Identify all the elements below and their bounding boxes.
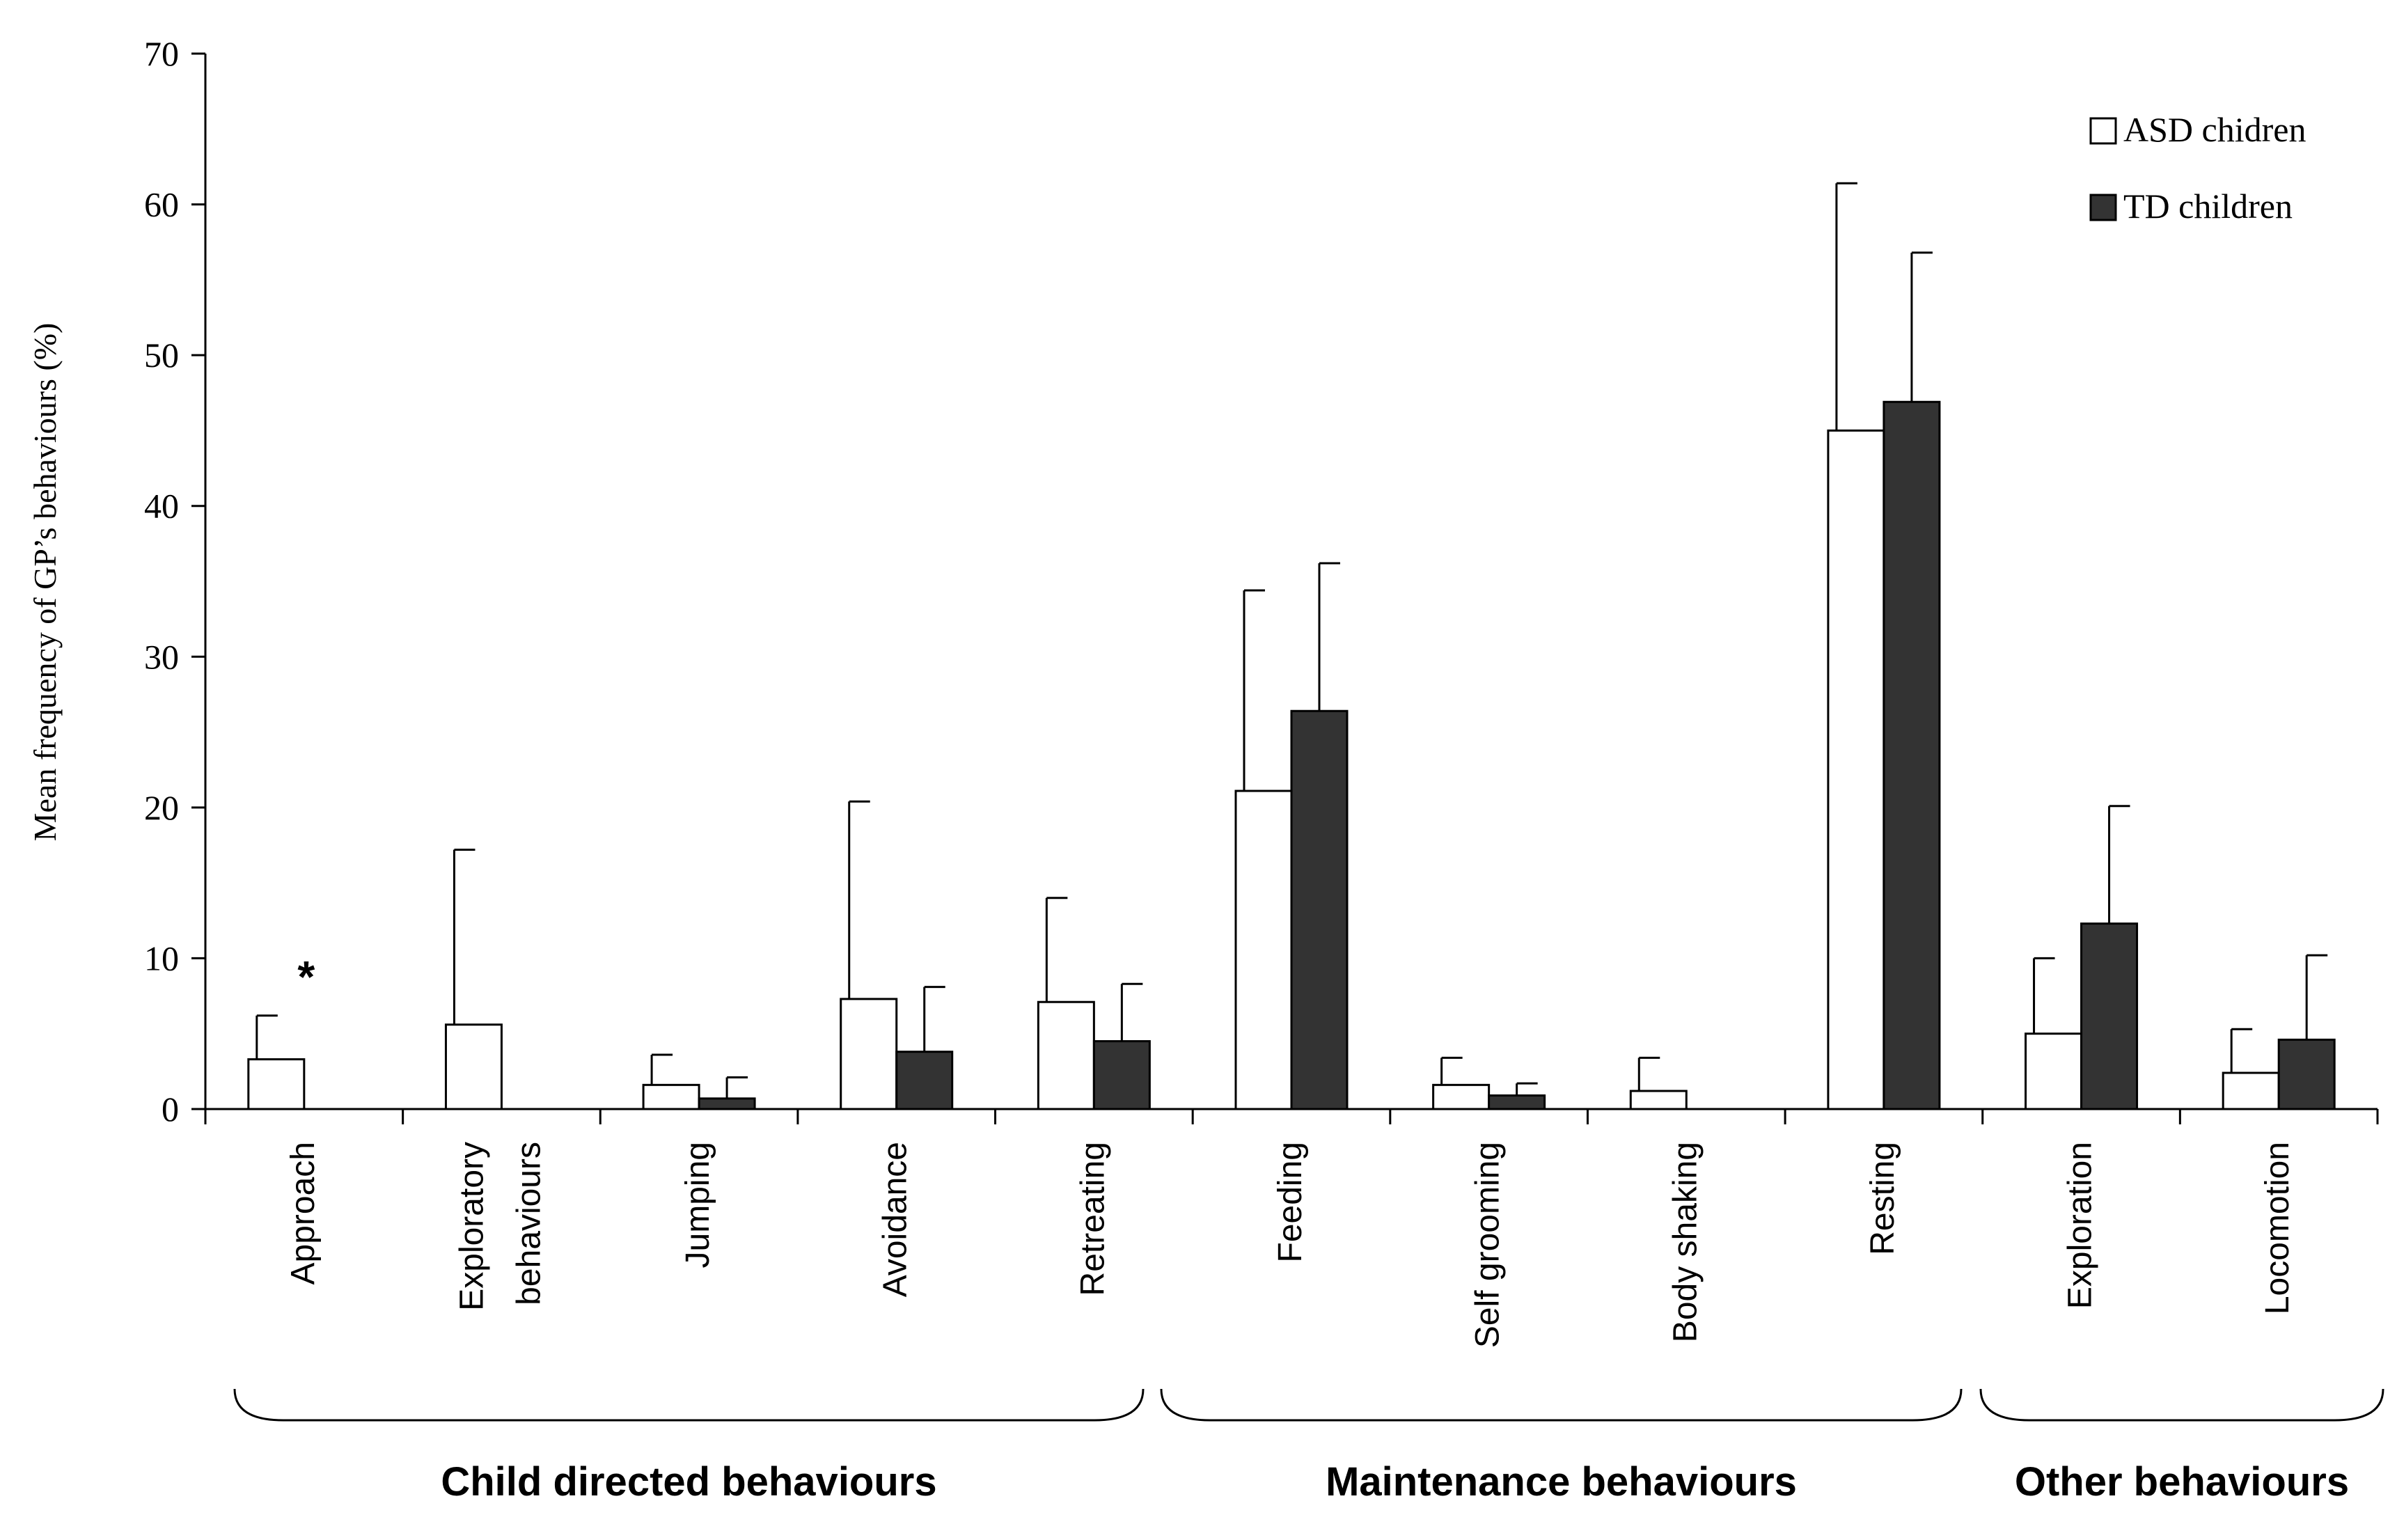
y-tick-label: 30 — [144, 637, 179, 676]
bar-td-children-exploration — [2080, 922, 2139, 1110]
x-tick-label-exploratory-behaviours-line2: behaviours — [510, 1142, 547, 1305]
legend: ASD chidren TD children — [2089, 110, 2306, 226]
group-label-other-behaviours: Other behaviours — [2015, 1459, 2349, 1504]
x-tick-label-body-shaking: Body shaking — [1667, 1142, 1704, 1342]
y-tick-label: 50 — [144, 336, 179, 375]
bar-asd-chidren-body-shaking — [1629, 1090, 1688, 1110]
annotations: * — [297, 952, 315, 1002]
x-tick-label-approach: Approach — [285, 1142, 322, 1284]
x-tick-label-jumping: Jumping — [679, 1142, 716, 1268]
y-tick-label: 40 — [144, 487, 179, 526]
legend-swatch-td-children — [2089, 194, 2117, 221]
y-tick-label: 0 — [162, 1090, 179, 1129]
legend-swatch-asd-chidren — [2089, 117, 2117, 145]
bar-asd-chidren-jumping — [642, 1083, 700, 1110]
y-axis: 0 10 20 30 40 50 60 70 — [144, 34, 207, 1129]
y-axis-label: Mean frequency of GP’s behaviours (%) — [27, 323, 63, 842]
x-tick-label-avoidance: Avoidance — [877, 1142, 914, 1297]
x-tick-label-exploratory-behaviours-line1: Exploratory — [453, 1142, 490, 1311]
y-tick-label: 70 — [144, 34, 179, 73]
x-tick-labels: Approach Exploratory behaviours Jumping Avoi… — [285, 1142, 2296, 1348]
group-brace-child-directed-behaviours — [233, 1388, 1145, 1422]
x-tick-label-locomotion: Locomotion — [2259, 1142, 2296, 1314]
legend-label-td-children: TD children — [2123, 187, 2293, 226]
error-bars — [256, 182, 2328, 1099]
legend-label-asd-chidren: ASD chidren — [2123, 110, 2306, 149]
bar-asd-chidren-retreating — [1037, 1000, 1095, 1110]
bar-asd-chidren-avoidance — [840, 998, 898, 1110]
bar-td-children-resting — [1883, 400, 1941, 1110]
y-tick-label: 20 — [144, 788, 179, 827]
bar-td-children-feeding — [1290, 709, 1349, 1110]
group-brace-maintenance-behaviours — [1160, 1388, 1963, 1422]
x-tick-label-exploration: Exploration — [2062, 1142, 2099, 1309]
category-groups: Child directed behaviours Maintenance beh… — [233, 1388, 2384, 1504]
bar-asd-chidren-approach — [247, 1058, 306, 1110]
bar-td-children-avoidance — [895, 1051, 954, 1110]
group-label-maintenance-behaviours: Maintenance behaviours — [1326, 1459, 1797, 1504]
bar-asd-chidren-locomotion — [2222, 1071, 2280, 1110]
x-axis — [204, 1108, 2379, 1124]
significance-marker: * — [297, 952, 315, 1002]
bar-td-children-retreating — [1092, 1040, 1151, 1110]
bar-td-children-self-grooming — [1488, 1094, 1546, 1110]
y-tick-label: 60 — [144, 185, 179, 224]
group-label-child-directed-behaviours: Child directed behaviours — [441, 1459, 936, 1504]
y-tick-label: 10 — [144, 938, 179, 977]
bar-td-children-locomotion — [2277, 1038, 2336, 1110]
group-brace-other-behaviours — [1979, 1388, 2384, 1422]
x-tick-label-feeding: Feeding — [1272, 1142, 1309, 1262]
bars — [247, 400, 2336, 1110]
bar-asd-chidren-resting — [1827, 429, 1885, 1110]
bar-asd-chidren-feeding — [1234, 789, 1293, 1110]
x-tick-label-retreating: Retreating — [1074, 1142, 1111, 1296]
x-tick-label-self-grooming: Self grooming — [1470, 1142, 1507, 1348]
bar-asd-chidren-self-grooming — [1432, 1083, 1491, 1110]
bar-td-children-jumping — [698, 1097, 756, 1110]
x-tick-label-resting: Resting — [1864, 1142, 1901, 1255]
bar-asd-chidren-exploratory-behaviours — [444, 1023, 503, 1110]
bar-asd-chidren-exploration — [2025, 1032, 2083, 1110]
